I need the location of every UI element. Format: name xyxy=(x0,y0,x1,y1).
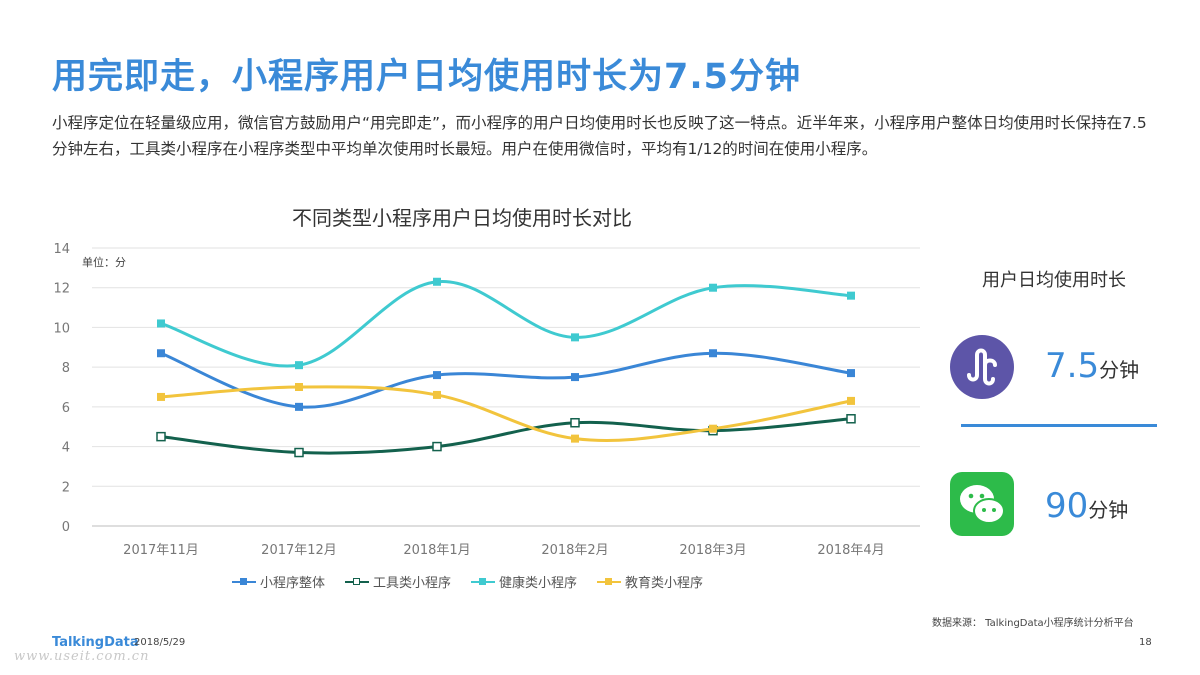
x-tick-label: 2018年4月 xyxy=(817,543,884,558)
data-point xyxy=(709,349,717,358)
legend-marker xyxy=(605,577,613,585)
data-point xyxy=(294,447,304,458)
data-source: 数据来源： TalkingData小程序统计分析平台 xyxy=(932,618,1134,629)
data-point xyxy=(157,392,165,401)
data-point xyxy=(571,434,579,443)
legend-label: 小程序整体 xyxy=(260,576,326,591)
legend-item: 小程序整体 xyxy=(232,572,325,591)
data-point xyxy=(295,361,303,370)
side-title: 用户日均使用时长 xyxy=(982,270,1126,291)
data-point xyxy=(433,277,441,286)
page-description: 小程序定位在轻量级应用，微信官方鼓励用户“用完即走”，而小程序的用户日均使用时长… xyxy=(52,114,1147,158)
legend-marker xyxy=(353,577,361,585)
series-line-3 xyxy=(160,280,852,368)
y-tick-label: 6 xyxy=(62,401,70,416)
legend-label: 健康类小程序 xyxy=(499,576,578,591)
data-point xyxy=(295,383,303,391)
y-tick-label: 2 xyxy=(62,480,70,495)
series-line-2 xyxy=(160,417,852,455)
mini-program-duration: 7.5分钟 xyxy=(1045,346,1139,386)
data-point xyxy=(570,417,580,428)
y-tick-label: 0 xyxy=(62,520,70,535)
data-point xyxy=(295,402,303,411)
data-point xyxy=(571,333,579,342)
y-tick-label: 14 xyxy=(53,242,70,257)
data-point xyxy=(847,291,855,300)
legend-marker xyxy=(240,577,247,585)
x-tick-label: 2017年12月 xyxy=(261,543,337,558)
legend-swatch xyxy=(345,577,370,587)
y-tick-label: 10 xyxy=(53,321,70,336)
line-chart: 0 2 4 6 8 10 12 14 单位：分 2017年11月 2017年12月 2018年1月 20… xyxy=(53,242,920,558)
page-number: 18 xyxy=(1139,637,1152,648)
legend-item: 工具类小程序 xyxy=(345,572,451,591)
data-point xyxy=(157,319,165,328)
data-point xyxy=(846,414,856,424)
legend-item: 健康类小程序 xyxy=(471,572,577,591)
legend-label: 教育类小程序 xyxy=(625,576,704,591)
brand-logo: TalkingData xyxy=(52,635,139,650)
wechat-icon xyxy=(950,472,1014,536)
data-point xyxy=(432,441,442,452)
legend-swatch xyxy=(597,577,622,587)
data-point xyxy=(571,373,579,382)
legend-swatch xyxy=(232,577,256,587)
mini-program-icon xyxy=(950,335,1014,399)
chart-legend: 小程序整体 工具类小程序 健康类小程序 教育类小程序 xyxy=(232,572,703,591)
y-tick-label: 4 xyxy=(62,441,70,456)
series-line-1 xyxy=(160,351,852,409)
mini-program-duration-value: 7.5 xyxy=(1045,346,1100,386)
mini-program-duration-unit: 分钟 xyxy=(1099,358,1140,382)
watermark: www.useit.com.cn xyxy=(14,649,150,664)
data-point xyxy=(709,424,717,433)
data-point xyxy=(433,371,441,380)
x-tick-label: 2018年2月 xyxy=(541,543,608,558)
data-point xyxy=(847,396,855,405)
data-point xyxy=(156,431,166,442)
legend-swatch xyxy=(471,577,496,587)
y-tick-label: 8 xyxy=(62,361,70,376)
x-tick-label: 2018年1月 xyxy=(403,543,470,558)
wechat-duration-unit: 分钟 xyxy=(1088,498,1129,522)
legend-item: 教育类小程序 xyxy=(597,572,703,591)
wechat-duration: 90分钟 xyxy=(1045,486,1128,526)
y-unit-label: 单位：分 xyxy=(82,255,126,269)
data-point xyxy=(847,369,855,378)
chart-title: 不同类型小程序用户日均使用时长对比 xyxy=(292,206,632,230)
footer-date: 2018/5/29 xyxy=(134,637,186,648)
wechat-duration-value: 90 xyxy=(1045,486,1089,526)
legend-label: 工具类小程序 xyxy=(373,576,452,591)
legend-marker xyxy=(479,577,487,585)
page-title: 用完即走，小程序用户日均使用时长为7.5分钟 xyxy=(52,57,802,97)
data-point xyxy=(709,283,717,292)
data-point xyxy=(157,349,165,358)
data-point xyxy=(433,390,441,399)
x-tick-label: 2017年11月 xyxy=(123,543,199,558)
side-divider xyxy=(961,424,1157,427)
y-tick-label: 12 xyxy=(53,282,70,297)
series-line-4 xyxy=(160,385,852,442)
x-tick-label: 2018年3月 xyxy=(679,543,746,558)
